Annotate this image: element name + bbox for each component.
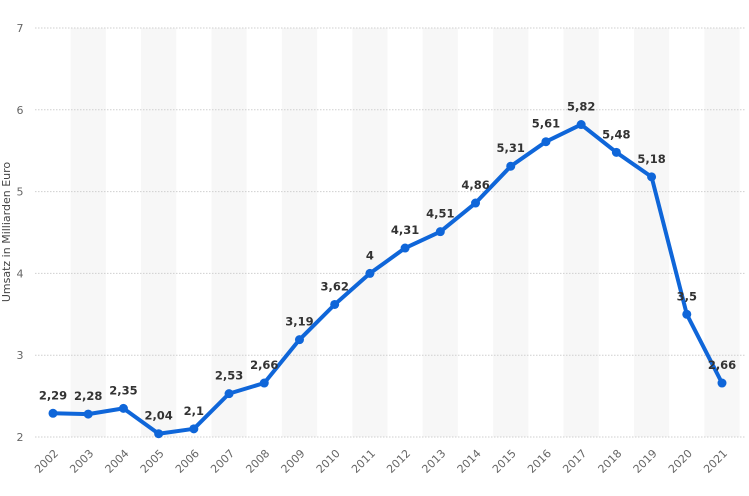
y-tick-label: 2 xyxy=(17,431,24,444)
x-tick-label: 2013 xyxy=(419,447,448,476)
data-point xyxy=(83,409,93,419)
data-label: 2,66 xyxy=(250,358,278,372)
x-tick-label: 2009 xyxy=(279,447,308,476)
column-band xyxy=(70,28,106,437)
x-tick-label: 2016 xyxy=(525,447,554,476)
y-tick-label: 6 xyxy=(17,104,24,117)
data-point xyxy=(400,243,410,253)
x-tick-label: 2005 xyxy=(138,447,167,476)
column-band xyxy=(563,28,599,437)
data-label: 5,61 xyxy=(532,117,560,131)
data-label: 2,29 xyxy=(39,388,67,402)
data-point xyxy=(259,378,269,388)
data-point xyxy=(506,161,516,171)
data-point xyxy=(189,424,199,434)
data-label: 5,31 xyxy=(497,141,525,155)
data-label: 2,1 xyxy=(184,404,204,418)
y-tick-label: 7 xyxy=(17,22,24,35)
data-point xyxy=(682,309,692,319)
y-tick-label: 4 xyxy=(17,267,24,280)
data-label: 2,35 xyxy=(109,383,137,397)
y-axis-label: Umsatz in Milliarden Euro xyxy=(0,162,13,303)
y-tick-label: 5 xyxy=(17,186,24,199)
x-tick-label: 2012 xyxy=(384,447,413,476)
data-label: 2,53 xyxy=(215,369,243,383)
data-label: 3,62 xyxy=(320,279,348,293)
data-point xyxy=(611,147,621,157)
x-tick-label: 2021 xyxy=(701,447,730,476)
x-tick-label: 2015 xyxy=(490,447,519,476)
data-point xyxy=(717,378,727,388)
data-label: 3,5 xyxy=(677,289,697,303)
data-point xyxy=(118,403,128,413)
x-tick-label: 2008 xyxy=(243,447,272,476)
x-tick-label: 2014 xyxy=(455,447,484,476)
data-point xyxy=(541,137,551,147)
data-point xyxy=(294,335,304,345)
data-point xyxy=(365,268,375,278)
data-label: 4,86 xyxy=(461,178,489,192)
data-point xyxy=(48,408,58,418)
data-label: 3,19 xyxy=(285,315,313,329)
column-band xyxy=(281,28,318,437)
x-tick-label: 2006 xyxy=(173,447,202,476)
data-point xyxy=(647,172,657,182)
data-point xyxy=(471,198,481,208)
column-band xyxy=(704,28,740,437)
x-tick-label: 2002 xyxy=(32,447,61,476)
data-point xyxy=(224,389,234,399)
column-band xyxy=(352,28,388,437)
data-label: 4,31 xyxy=(391,223,419,237)
data-label: 2,04 xyxy=(144,409,172,423)
data-label: 5,48 xyxy=(602,127,630,141)
column-band xyxy=(493,28,529,437)
x-tick-label: 2007 xyxy=(208,447,237,476)
data-label: 2,28 xyxy=(74,389,102,403)
data-label: 5,82 xyxy=(567,100,595,114)
data-point xyxy=(154,429,164,439)
x-tick-label: 2011 xyxy=(349,447,378,476)
column-band xyxy=(141,28,177,437)
column-band xyxy=(211,28,247,437)
x-tick-label: 2018 xyxy=(595,447,624,476)
x-tick-label: 2019 xyxy=(631,447,660,476)
data-label: 4 xyxy=(366,248,374,262)
data-label: 2,66 xyxy=(708,358,736,372)
data-point xyxy=(330,299,340,309)
x-tick-label: 2020 xyxy=(666,447,695,476)
data-label: 5,18 xyxy=(637,152,665,166)
column-band xyxy=(633,28,670,437)
x-tick-label: 2004 xyxy=(103,447,132,476)
x-tick-label: 2017 xyxy=(560,447,589,476)
y-tick-label: 3 xyxy=(17,349,24,362)
data-label: 4,51 xyxy=(426,207,454,221)
x-tick-label: 2003 xyxy=(67,447,96,476)
x-tick-label: 2010 xyxy=(314,447,343,476)
data-point xyxy=(576,120,586,130)
series-line xyxy=(52,122,724,436)
data-point xyxy=(435,227,445,237)
